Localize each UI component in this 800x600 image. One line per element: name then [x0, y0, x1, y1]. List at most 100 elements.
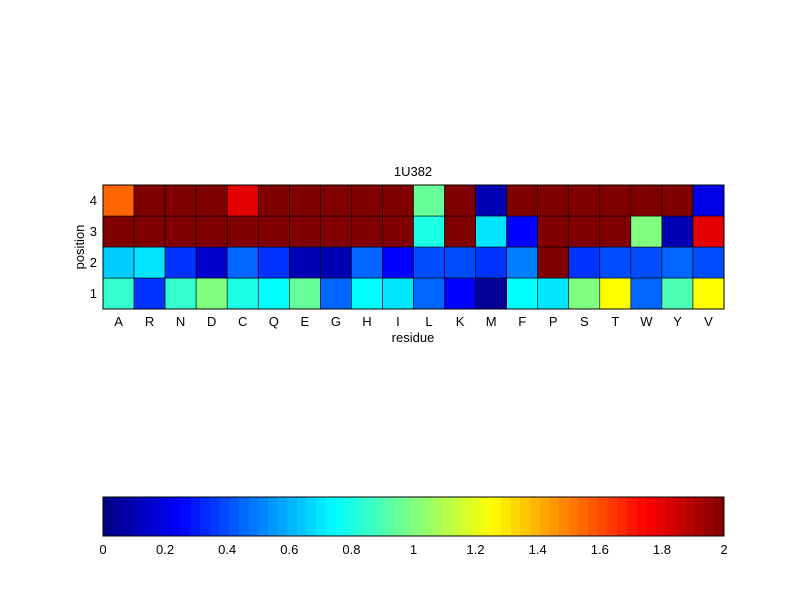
x-tick-label: S	[580, 314, 589, 329]
colorbar-segment	[374, 497, 385, 536]
heatmap-cell	[506, 215, 538, 248]
colorbar-segment	[656, 497, 667, 536]
colorbar-tick-labels: 0 0.2 0.4 0.6 0.8 1 1.2 1.4 1.6 1.8 2	[99, 542, 727, 557]
x-tick-label: G	[331, 314, 341, 329]
heatmap-cell	[226, 246, 259, 279]
colorbar-tick-label: 2	[720, 542, 727, 557]
colorbar-segment	[694, 497, 706, 536]
heatmap-cell	[195, 277, 228, 310]
colorbar-segment	[200, 497, 211, 536]
x-tick-label: N	[176, 314, 185, 329]
colorbar-segment	[452, 497, 463, 536]
colorbar-segment	[559, 497, 570, 536]
heatmap-cell	[692, 277, 725, 310]
colorbar-segment	[103, 497, 114, 536]
colorbar-segment	[432, 497, 444, 536]
colorbar-tick-label: 1.8	[653, 542, 671, 557]
colorbar-segment	[481, 497, 492, 536]
heatmap-cell	[599, 215, 632, 248]
colorbar-segment	[345, 497, 356, 536]
heatmap-cell	[195, 246, 228, 279]
x-tick-label: V	[704, 314, 713, 329]
colorbar-segment	[568, 497, 579, 536]
colorbar-tick-label: 1.6	[591, 542, 609, 557]
heatmap-cell	[568, 184, 601, 217]
colorbar-segment	[180, 497, 191, 536]
heatmap-cell	[382, 215, 414, 248]
colorbar-tick-label: 0.6	[280, 542, 298, 557]
colorbar-segment	[238, 497, 250, 536]
x-tick-label: L	[425, 314, 432, 329]
heatmap-cell	[382, 277, 414, 310]
colorbar-segment	[248, 497, 259, 536]
heatmap-cell	[630, 184, 663, 217]
heatmap-cell	[351, 215, 383, 248]
heatmap-cell	[351, 246, 383, 279]
heatmap-cell	[444, 246, 476, 279]
heatmap-cell	[692, 246, 725, 279]
colorbar-segment	[267, 497, 279, 536]
heatmap-cell	[195, 184, 228, 217]
colorbar-tick-label: 0.8	[342, 542, 360, 557]
colorbar-tick-label: 1.4	[529, 542, 547, 557]
colorbar-segment	[209, 497, 220, 536]
colorbar-segment	[258, 497, 269, 536]
colorbar-segment	[471, 497, 482, 536]
colorbar-segment	[326, 497, 337, 536]
colorbar-tick-label: 0.2	[156, 542, 174, 557]
heatmap-cell	[475, 246, 507, 279]
x-tick-label: R	[145, 314, 154, 329]
colorbar-tick-label: 1	[410, 542, 417, 557]
y-tick-label: 4	[90, 193, 97, 208]
heatmap-cell	[257, 246, 290, 279]
colorbar-segment	[539, 497, 550, 536]
heatmap-cell	[568, 215, 601, 248]
colorbar	[103, 497, 725, 536]
heatmap-cell	[475, 215, 507, 248]
heatmap-cell	[133, 215, 166, 248]
heatmap-cell	[630, 246, 663, 279]
colorbar-frame	[102, 496, 725, 537]
x-tick-label: W	[640, 314, 653, 329]
heatmap-cell	[630, 277, 663, 310]
heatmap-cell	[257, 277, 290, 310]
heatmap-cell	[351, 277, 383, 310]
heatmap-cell	[257, 215, 290, 248]
colorbar-segment	[462, 497, 473, 536]
heatmap-cell	[382, 246, 414, 279]
heatmap-cell	[133, 184, 166, 217]
colorbar-segment	[500, 497, 512, 536]
x-tick-label: K	[456, 314, 465, 329]
colorbar-segment	[151, 497, 162, 536]
heatmap-cell	[475, 184, 507, 217]
colorbar-tick-label: 1.2	[467, 542, 485, 557]
heatmap-cell	[102, 246, 135, 279]
heatmap-cell	[661, 215, 694, 248]
x-tick-label: T	[611, 314, 619, 329]
colorbar-segment	[219, 497, 230, 536]
heatmap-cell	[102, 184, 135, 217]
y-tick-labels: 1 2 3 4	[90, 193, 97, 301]
colorbar-segment	[578, 497, 589, 536]
heatmap-cell	[226, 184, 259, 217]
x-tick-label: D	[207, 314, 216, 329]
heatmap-cell	[692, 184, 725, 217]
colorbar-segment	[423, 497, 434, 536]
heatmap-cell	[320, 246, 352, 279]
heatmap-cell	[444, 184, 476, 217]
colorbar-segment	[413, 497, 424, 536]
x-tick-label: P	[549, 314, 558, 329]
heatmap-cell	[444, 215, 476, 248]
y-axis-label: position	[72, 225, 87, 270]
heatmap-cell	[599, 184, 632, 217]
colorbar-segment	[646, 497, 657, 536]
heatmap-cell	[320, 215, 352, 248]
heatmap-cell	[413, 246, 445, 279]
heatmap-cell	[164, 215, 197, 248]
heatmap-cells	[102, 184, 725, 310]
x-tick-label: Y	[673, 314, 682, 329]
chart-title: 1U382	[394, 164, 432, 179]
heatmap-cell	[413, 215, 445, 248]
heatmap-cell	[506, 277, 538, 310]
